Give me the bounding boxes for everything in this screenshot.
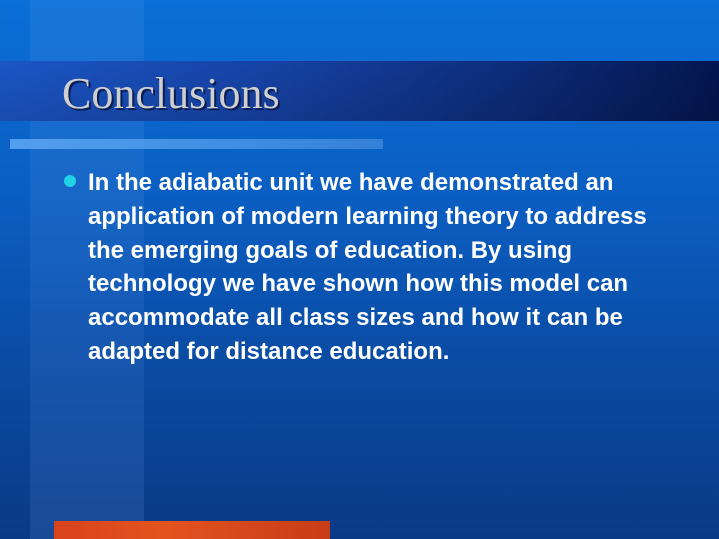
title-underline-bar (10, 139, 383, 149)
bullet-dot-icon (64, 175, 76, 187)
bottom-accent-bar (54, 521, 330, 539)
bullet-text: In the adiabatic unit we have demonstrat… (88, 169, 647, 365)
slide-title: Conclusions (62, 69, 280, 118)
title-band (0, 61, 719, 121)
